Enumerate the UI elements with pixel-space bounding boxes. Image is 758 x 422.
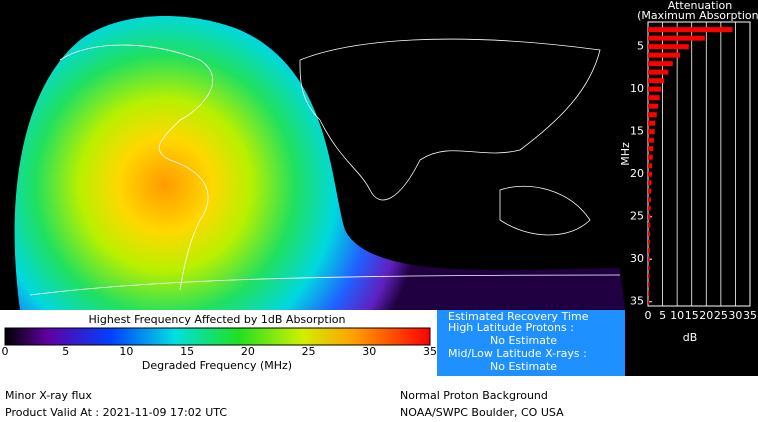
- bar: [648, 205, 651, 211]
- recovery-label: Mid/Low Latitude X-rays :: [448, 347, 587, 360]
- colorbar-tick-label: 25: [302, 345, 316, 358]
- y-axis-label: MHz: [619, 142, 632, 166]
- bar: [648, 188, 652, 194]
- bar: [648, 214, 651, 220]
- bar: [648, 61, 673, 67]
- bar: [648, 95, 660, 101]
- x-tick-label: 25: [714, 309, 728, 322]
- bar: [648, 120, 656, 126]
- x-tick-label: 35: [743, 309, 757, 322]
- bar: [648, 171, 652, 177]
- recovery-title: Estimated Recovery Time: [448, 310, 589, 323]
- x-tick-label: 5: [659, 309, 666, 322]
- bar: [648, 44, 689, 50]
- y-tick-label: 25: [630, 210, 644, 223]
- recovery-value: No Estimate: [490, 360, 557, 373]
- x-tick-label: 0: [645, 309, 652, 322]
- bar: [648, 78, 665, 84]
- footer: [0, 376, 758, 422]
- y-tick-label: 15: [630, 125, 644, 138]
- x-axis-label: dB: [683, 331, 698, 344]
- colorbar-tick-label: 35: [423, 345, 437, 358]
- colorbar-tick-label: 5: [62, 345, 69, 358]
- bar: [648, 27, 733, 33]
- bar: [648, 163, 653, 169]
- coastlines: [29, 38, 621, 296]
- bar: [648, 197, 651, 203]
- bar: [648, 154, 653, 160]
- colorbar-tick-label: 10: [119, 345, 133, 358]
- bar: [648, 222, 651, 228]
- footer-text: Product Valid At : 2021-11-09 17:02 UTC: [5, 406, 227, 419]
- y-tick-label: 35: [630, 295, 644, 308]
- footer-text: Minor X-ray flux: [5, 389, 92, 402]
- bar: [648, 256, 650, 262]
- y-tick-label: 20: [630, 167, 644, 180]
- colorbar-tick-label: 15: [180, 345, 194, 358]
- recovery-value: No Estimate: [490, 334, 557, 347]
- chart-subtitle: (Maximum Absorption): [637, 9, 758, 22]
- footer-text: Normal Proton Background: [400, 389, 548, 402]
- colorbar-title: Highest Frequency Affected by 1dB Absorp…: [89, 313, 346, 326]
- bar: [648, 129, 655, 135]
- recovery-label: High Latitude Protons :: [448, 321, 574, 334]
- absorption-map: [14, 16, 626, 311]
- x-tick-label: 20: [699, 309, 713, 322]
- bar: [648, 248, 650, 254]
- bar: [648, 103, 659, 109]
- bar: [648, 273, 650, 279]
- bar: [648, 290, 650, 296]
- bar: [648, 35, 705, 41]
- y-tick-label: 30: [630, 252, 644, 265]
- colorbar-tick-label: 30: [362, 345, 376, 358]
- bar: [648, 86, 662, 92]
- bar: [648, 282, 650, 288]
- x-tick-label: 10: [670, 309, 684, 322]
- bar: [648, 69, 669, 75]
- bar: [648, 52, 681, 58]
- bar: [648, 112, 657, 118]
- colorbar-tick-label: 0: [2, 345, 9, 358]
- bar: [648, 137, 654, 143]
- bar: [648, 146, 654, 152]
- y-tick-label: 10: [630, 82, 644, 95]
- bar: [648, 231, 651, 237]
- bar: [648, 239, 651, 245]
- colorbar-label: Degraded Frequency (MHz): [142, 359, 292, 372]
- bar: [648, 299, 650, 305]
- bar: [648, 265, 650, 271]
- chart-title: Attenuation: [668, 0, 733, 12]
- colorbar: [4, 327, 431, 346]
- colorbar-tick-label: 20: [241, 345, 255, 358]
- bar: [648, 180, 652, 186]
- y-tick-label: 5: [637, 40, 644, 53]
- recovery-panel: [437, 310, 625, 376]
- x-tick-label: 30: [728, 309, 742, 322]
- footer-text: NOAA/SWPC Boulder, CO USA: [400, 406, 564, 419]
- x-tick-label: 15: [685, 309, 699, 322]
